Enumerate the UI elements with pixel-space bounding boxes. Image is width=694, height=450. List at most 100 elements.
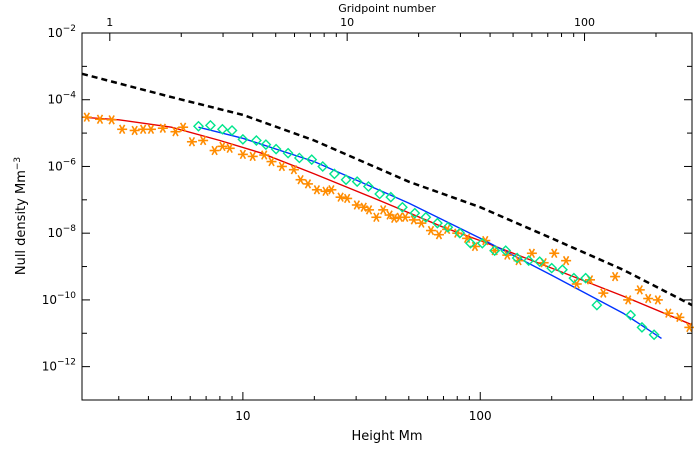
diamond-point	[328, 168, 340, 180]
asterisk-point	[400, 212, 411, 223]
diamond-point	[489, 245, 501, 257]
diamond-point	[409, 207, 421, 219]
top-tick-label: 10	[340, 16, 354, 29]
asterisk-point	[129, 125, 140, 136]
y-axis-title-text: Null density Mm	[14, 170, 29, 275]
diamond-point	[568, 272, 580, 284]
diamond-point	[648, 329, 660, 341]
diamond-point	[625, 309, 637, 321]
y-tick-label: 10−10	[42, 291, 77, 307]
asterisk-point	[288, 164, 299, 175]
asterisk-point	[598, 288, 609, 298]
asterisk-point	[378, 205, 389, 215]
diamond-point	[260, 139, 272, 151]
asterisk-point	[302, 179, 313, 189]
diamond-point	[580, 272, 592, 284]
asterisk-point	[209, 145, 220, 156]
y-tick-label: 10−6	[47, 157, 76, 173]
dashed-fit-line	[81, 72, 693, 307]
diamond-point	[442, 221, 454, 233]
asterisk-point	[170, 126, 181, 137]
diamond-point	[270, 143, 282, 155]
asterisk-point	[311, 185, 322, 195]
diamond-point	[500, 245, 512, 257]
diamond-point	[293, 152, 305, 164]
diamond-point	[340, 174, 352, 186]
diamond-point	[636, 321, 648, 333]
diamond-point	[546, 262, 558, 274]
asterisk-point	[145, 124, 156, 135]
diamond-point	[591, 299, 603, 311]
asterisk-point	[295, 174, 306, 185]
diamond-point	[420, 211, 432, 223]
diamond-point	[351, 176, 363, 188]
diamond-point	[511, 252, 523, 264]
asterisk-point	[610, 271, 621, 282]
diamond-point	[534, 256, 546, 268]
asterisk-point	[326, 185, 337, 195]
asterisk-point	[549, 248, 560, 259]
asterisk-point	[342, 193, 353, 204]
asterisk-point	[371, 212, 382, 223]
diamond-point	[250, 135, 262, 146]
diamond-point	[362, 181, 374, 193]
asterisk-point	[157, 123, 168, 133]
diamond-point	[282, 147, 294, 159]
asterisk-point	[416, 218, 427, 228]
asterisk-point	[526, 248, 537, 259]
asterisk-point	[652, 295, 663, 305]
asterisk-point	[237, 149, 248, 160]
y-tick-label: 10−8	[47, 224, 76, 240]
fit-line-2	[198, 126, 662, 339]
asterisk-point	[217, 141, 228, 152]
diamond-point	[237, 133, 249, 145]
asterisk-point	[259, 150, 270, 160]
lines-layer	[81, 72, 693, 339]
asterisk-point	[351, 200, 362, 210]
diamond-point	[396, 201, 408, 213]
x-tick-label: 10	[235, 409, 250, 423]
diamond-point	[306, 154, 318, 166]
diamond-point	[226, 124, 238, 136]
asterisk-point	[247, 151, 258, 162]
plot-frame	[81, 32, 693, 401]
asterisk-point	[364, 205, 375, 215]
diamond-point	[204, 119, 216, 131]
ticks-layer	[82, 32, 692, 401]
asterisk-point	[276, 161, 287, 172]
points-layer	[81, 112, 694, 341]
asterisk-point	[81, 112, 92, 122]
diamond-point	[476, 237, 488, 249]
diamond-point	[216, 123, 228, 135]
diamond-point	[431, 217, 443, 229]
labels-layer: 10 100 1 10 100 10−12 10−10 10−8 10−6 10−4 10−2	[42, 16, 595, 423]
asterisk-point	[266, 156, 277, 167]
asterisk-point	[425, 225, 436, 236]
asterisk-point	[198, 135, 209, 146]
asterisk-point	[674, 312, 685, 323]
y-tick-label: 10−2	[47, 24, 76, 40]
asterisk-point	[389, 213, 400, 224]
asterisk-point	[433, 229, 444, 240]
asterisk-point	[106, 115, 117, 125]
x-tick-label: 100	[469, 409, 492, 423]
diamond-point	[192, 120, 204, 132]
asterisk-point	[561, 255, 572, 266]
asterisk-point	[643, 293, 654, 304]
diamond-point	[523, 255, 535, 267]
top-tick-label: 100	[574, 16, 595, 29]
asterisk-point	[117, 124, 128, 135]
y-axis-title: Null density Mm−3	[13, 157, 29, 275]
y-tick-label: 10−12	[42, 358, 76, 374]
top-axis-title: Gridpoint number	[338, 2, 436, 15]
y-axis-title-exponent: −3	[13, 157, 23, 170]
asterisk-point	[623, 295, 634, 305]
top-tick-label: 1	[106, 16, 113, 29]
diamond-point	[465, 237, 477, 249]
asterisk-point	[634, 285, 645, 295]
y-axis-title-group: Null density Mm−3	[13, 157, 29, 275]
diamond-point	[556, 264, 568, 276]
diamond-point	[454, 227, 466, 239]
asterisk-point	[94, 114, 105, 124]
